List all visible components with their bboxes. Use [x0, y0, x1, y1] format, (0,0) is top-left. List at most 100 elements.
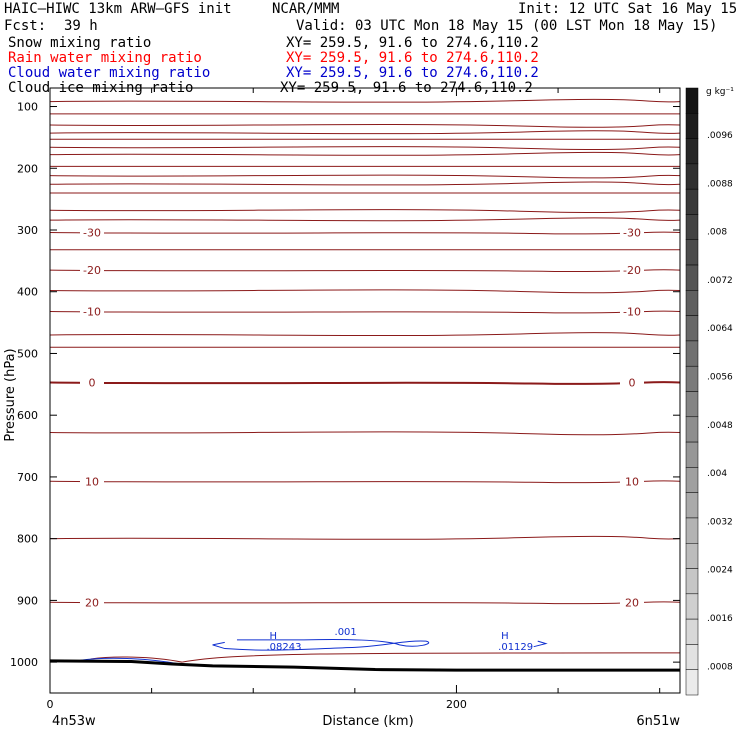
- isotherm-line: [49, 130, 681, 135]
- isotherm-label-bg: [80, 225, 104, 239]
- valid-time: Valid: 03 UTC Mon 18 May 15 (00 LST Mon …: [296, 18, 718, 34]
- isotherm-label: 0: [629, 376, 636, 389]
- colorbar-tick-label: .0048: [707, 421, 733, 431]
- colorbar: .0096 .0088 .008 .0072 .0064 .0056 .0048 .004 .0…: [685, 87, 733, 696]
- isotherm-line: [49, 601, 681, 605]
- isotherm-label: -30: [623, 226, 641, 239]
- colorbar-tick-label: .004: [707, 469, 727, 479]
- isotherm-label-bg: [620, 474, 644, 488]
- isotherm-line: [49, 231, 681, 235]
- isotherm-label: -20: [83, 264, 101, 277]
- colorbar-tick-label: .0064: [707, 324, 733, 334]
- model-title: HAIC–HIWC 13km ARW–GFS init: [4, 1, 232, 17]
- colorbar-swatch: [685, 365, 699, 392]
- isotherm-label-bg: [80, 375, 104, 389]
- colorbar-tick-label: .0032: [707, 517, 733, 527]
- colorbar-swatch: [685, 214, 699, 240]
- isotherm-label: -20: [623, 264, 641, 277]
- colorbar-swatch: [685, 517, 699, 544]
- terrain-line: [49, 659, 680, 672]
- terrain-profile: [49, 659, 680, 672]
- cloud-water-label: H: [269, 631, 277, 642]
- colorbar-swatch: [685, 138, 699, 165]
- field-snow-name: Snow mixing ratio: [8, 35, 152, 51]
- isotherm-label: 20: [85, 596, 99, 609]
- center-name: NCAR/MMM: [272, 1, 340, 17]
- isotherm-label: 0: [89, 376, 96, 389]
- y-tick-label: 500: [17, 347, 38, 360]
- colorbar-swatch: [685, 163, 699, 190]
- isotherm-label-bg: [620, 304, 644, 318]
- isotherm-line: [49, 269, 681, 273]
- isotherm-line: [49, 151, 681, 156]
- isotherm-label: 10: [85, 475, 99, 488]
- cloud-water-value: .08243: [266, 642, 301, 653]
- cloud-water-value: .01129: [498, 642, 533, 653]
- colorbar-swatch: [685, 315, 699, 342]
- isotherm-label-bg: [80, 474, 104, 488]
- isotherm-label-bg: [80, 304, 104, 318]
- colorbar-swatch: [685, 593, 699, 620]
- colorbar-swatch: [685, 340, 699, 367]
- x-end-label: 6n51w: [636, 714, 680, 729]
- isotherm-line: [49, 332, 681, 337]
- x-axis-label: Distance (km): [322, 714, 413, 729]
- isotherm-line: [49, 146, 681, 151]
- colorbar-tick-label: .0024: [707, 566, 733, 576]
- x-tick-label: 0: [47, 698, 54, 711]
- colorbar-swatch: [685, 543, 699, 569]
- field-cloudwater-name: Cloud water mixing ratio: [8, 65, 211, 81]
- colorbar-tick-label: .0072: [707, 276, 733, 286]
- y-tick-label: 700: [17, 471, 38, 484]
- isotherm-line: [49, 209, 681, 213]
- cloud-water-contour: [533, 640, 548, 648]
- fcst-value: 39 h: [64, 18, 98, 34]
- field-rain-name: Rain water mixing ratio: [8, 50, 202, 66]
- isotherm-line: [49, 535, 681, 540]
- cloud-water-label: H: [501, 631, 509, 642]
- colorbar-tick-label: .008: [707, 228, 727, 238]
- x-tick-label: 200: [446, 698, 467, 711]
- isotherm-label-bg: [620, 225, 644, 239]
- cloud-water-contour: [212, 638, 429, 651]
- colorbar-swatch: [685, 113, 699, 139]
- colorbar-swatch: [685, 188, 699, 215]
- field-rain-xy: XY= 259.5, 91.6 to 274.6,110.2: [286, 50, 539, 66]
- y-tick-label: 200: [17, 162, 38, 175]
- y-tick-label: 300: [17, 224, 38, 237]
- y-tick-label: 400: [17, 286, 38, 299]
- x-start-label: 4n53w: [52, 714, 96, 729]
- isotherm-label-bg: [620, 263, 644, 277]
- colorbar-swatch: [685, 290, 699, 316]
- colorbar-swatch: [685, 441, 699, 468]
- y-tick-label: 100: [17, 101, 38, 114]
- isotherm-label-bg: [620, 375, 644, 389]
- isotherm-label-bg: [80, 595, 104, 609]
- colorbar-tick-label: .0016: [707, 614, 733, 624]
- isotherm-line: [49, 217, 681, 222]
- colorbar-swatch: [685, 239, 699, 266]
- y-tick-label: 800: [17, 533, 38, 546]
- colorbar-swatch: [685, 87, 699, 114]
- cloud-water-label: .001: [335, 627, 357, 638]
- colorbar-swatch: [685, 618, 699, 645]
- colorbar-swatch: [685, 416, 699, 443]
- colorbar-swatch: [685, 467, 699, 493]
- isotherm-label: 20: [625, 596, 639, 609]
- y-tick-label: 1000: [10, 656, 38, 669]
- plot-frame: [49, 87, 681, 694]
- field-snow-xy: XY= 259.5, 91.6 to 274.6,110.2: [286, 35, 539, 51]
- temperature-contours: -30 -30 -20 -20 -10 -10 0 0 10 10 20 20: [49, 98, 681, 663]
- fcst-label: Fcst:: [4, 18, 47, 34]
- field-cloudwater-xy: XY= 259.5, 91.6 to 274.6,110.2: [286, 65, 539, 81]
- colorbar-swatch: [685, 568, 699, 595]
- colorbar-tick-label: .0008: [707, 662, 733, 672]
- isotherm-line: [49, 381, 681, 385]
- isotherm-line: [49, 123, 681, 128]
- isotherm-label-bg: [80, 263, 104, 277]
- init-time: Init: 12 UTC Sat 16 May 15: [518, 1, 738, 17]
- colorbar-swatch: [685, 644, 699, 670]
- colorbar-swatch: [685, 391, 699, 418]
